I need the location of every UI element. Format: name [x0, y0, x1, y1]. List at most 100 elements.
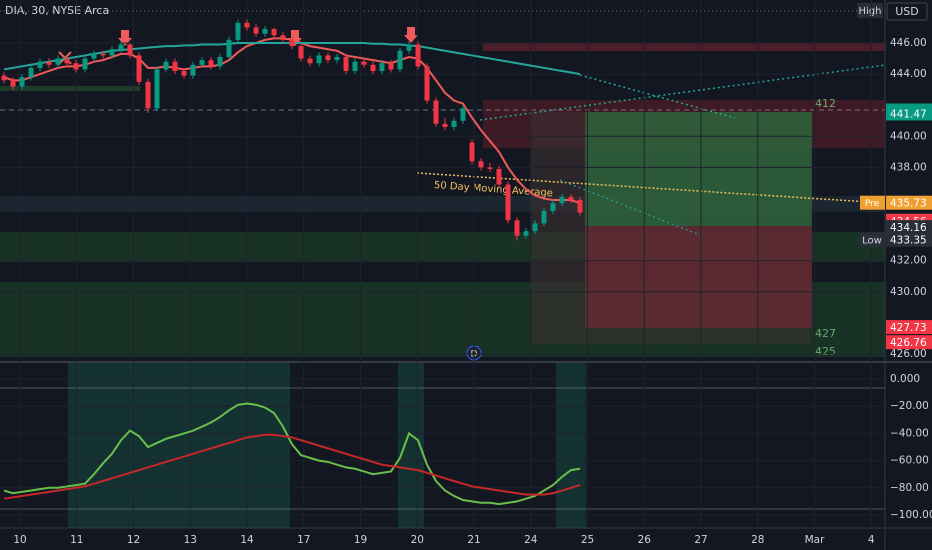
- candle-body: [424, 66, 430, 101]
- candle-body: [289, 39, 295, 47]
- candle-body: [118, 44, 124, 50]
- price-label: 433.35: [890, 235, 927, 247]
- y-tick-label: −40.00: [890, 427, 929, 439]
- chart-title: DIA, 30, NYSE Arca: [5, 4, 109, 17]
- candle-body: [280, 35, 286, 40]
- x-tick-label: 25: [581, 534, 594, 546]
- candle-body: [226, 39, 232, 57]
- x-tick-label: 13: [184, 534, 197, 546]
- low-tag-box: [860, 232, 885, 247]
- candle-body: [559, 196, 565, 204]
- y-tick-label: 440.00: [890, 130, 927, 142]
- candle-body: [298, 46, 304, 59]
- candle-body: [172, 61, 178, 71]
- oscillator-zone: [68, 362, 290, 528]
- candle-body: [217, 56, 223, 67]
- annotation: 427: [815, 327, 836, 340]
- price-label-box: [886, 195, 932, 210]
- candle-body: [397, 50, 403, 70]
- price-label: 435.73: [890, 198, 927, 210]
- price-label: 427.73: [890, 322, 927, 334]
- candle-body: [343, 56, 349, 71]
- candle-body: [208, 60, 214, 67]
- candle-body: [316, 55, 322, 64]
- y-tick-label: −80.00: [890, 482, 929, 494]
- candle-body: [28, 67, 34, 78]
- candle-body: [253, 27, 259, 34]
- annotation: 412: [815, 97, 836, 110]
- candle-body: [532, 223, 538, 232]
- annotation: 425: [815, 345, 836, 358]
- candle-body: [469, 142, 475, 162]
- candle-body: [361, 61, 367, 65]
- candle-body: [568, 196, 574, 201]
- candle-body: [37, 61, 43, 68]
- candle-body: [46, 61, 52, 65]
- y-tick-label: 446.00: [890, 37, 927, 49]
- y-tick-label: −20.00: [890, 400, 929, 412]
- x-tick-label: 24: [524, 534, 538, 546]
- price-label: 434.16: [890, 222, 927, 234]
- candle-body: [190, 64, 196, 76]
- candle-body: [496, 168, 502, 185]
- currency-label: USD: [895, 5, 919, 18]
- x-tick-label: 12: [127, 534, 140, 546]
- price-label-box: [886, 335, 932, 350]
- candle-body: [262, 29, 268, 34]
- candle-body: [442, 123, 448, 127]
- y-tick-label: 430.00: [890, 286, 927, 298]
- price-label-box: [886, 232, 932, 247]
- candle-body: [460, 108, 466, 121]
- y-tick-label: 444.00: [890, 68, 927, 80]
- candle-body: [199, 60, 205, 65]
- oscillator-zone: [556, 362, 586, 528]
- candle-body: [451, 120, 457, 127]
- candle-body: [154, 69, 160, 109]
- candle-body: [64, 58, 70, 64]
- y-tick-label: 432.00: [890, 255, 927, 267]
- candle-body: [415, 44, 421, 67]
- y-tick-label: 438.00: [890, 161, 927, 173]
- candle-body: [388, 63, 394, 70]
- candle-body: [244, 22, 250, 28]
- resistance-zone: [483, 43, 885, 51]
- candle-body: [19, 77, 25, 87]
- support-zone: [0, 86, 140, 91]
- x-tick-label: 11: [70, 534, 83, 546]
- candle-body: [235, 22, 241, 40]
- candle-body: [433, 100, 439, 124]
- price-label-box: [886, 220, 932, 235]
- price-label: 441.47: [890, 108, 927, 120]
- high-tag: [857, 3, 883, 18]
- candle-body: [163, 61, 169, 70]
- candle-body: [109, 49, 115, 56]
- candle-body: [370, 64, 376, 71]
- currency-button[interactable]: [886, 2, 928, 21]
- candle-body: [100, 53, 106, 56]
- candle-body: [127, 44, 133, 56]
- candle-body: [487, 167, 493, 169]
- trend-line: [559, 179, 701, 236]
- x-tick-label: 4: [868, 534, 875, 546]
- candle-body: [541, 210, 547, 224]
- candle-body: [577, 200, 583, 213]
- low-tag: Low: [862, 236, 882, 247]
- x-tick-label: 26: [638, 534, 652, 546]
- candle-body: [523, 231, 529, 236]
- candle-body: [10, 80, 16, 87]
- sell-signal: [404, 27, 418, 43]
- stop-zone: [585, 226, 812, 328]
- x-tick-label: 21: [467, 534, 480, 546]
- candle-body: [550, 203, 556, 211]
- candle-body: [379, 63, 385, 71]
- candle-body: [514, 220, 520, 236]
- candle-body: [91, 53, 97, 59]
- target-zone: [585, 112, 812, 226]
- candle-body: [73, 63, 79, 70]
- candle-body: [325, 55, 331, 61]
- trend-line: [579, 74, 736, 119]
- price-label-box: [886, 106, 932, 121]
- candle-body: [271, 29, 277, 36]
- x-tick-label: 14: [240, 534, 254, 546]
